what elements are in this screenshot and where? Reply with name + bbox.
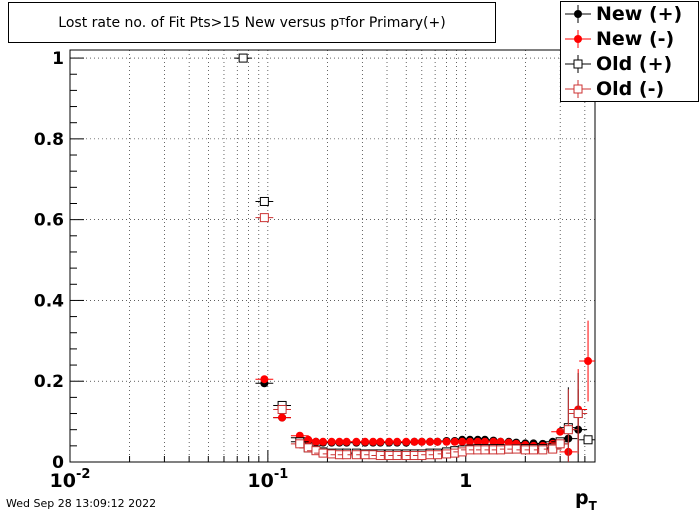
data-point: [295, 439, 305, 449]
data-point: [548, 444, 558, 454]
data-point: [433, 437, 442, 446]
title-subscript: T: [339, 17, 346, 28]
legend-entry-new-minus: New (-): [561, 27, 698, 51]
data-point: [278, 413, 287, 422]
title-prefix: Lost rate no. of Fit Pts>15 New versus p: [58, 14, 340, 31]
data-point: [584, 357, 593, 366]
data-point: [238, 53, 248, 63]
data-point: [277, 404, 287, 414]
legend-entry-new-plus: New (+): [561, 2, 698, 26]
x-axis-label: pT: [575, 487, 598, 513]
legend-marker-new-plus: [565, 5, 591, 23]
data-point: [260, 375, 269, 384]
plot-frame: [69, 49, 596, 463]
legend-label-new-minus: New (-): [596, 28, 675, 50]
timestamp: Wed Sep 28 13:09:12 2022: [6, 497, 157, 510]
data-point: [450, 448, 460, 458]
data-point: [538, 445, 548, 455]
y-tick-label: 0.8: [34, 130, 64, 150]
x-tick-label: 10-2: [50, 467, 91, 492]
legend-marker-old-minus: [565, 80, 591, 98]
data-point: [573, 409, 583, 419]
legend-entry-old-minus: Old (-): [561, 77, 698, 101]
data-point: [393, 437, 402, 446]
data-point: [318, 448, 328, 458]
data-point: [304, 435, 313, 444]
data-point: [259, 196, 269, 206]
data-point: [342, 437, 351, 446]
y-tick-label: 0.6: [34, 211, 64, 231]
data-point: [442, 449, 452, 459]
data-point: [327, 449, 337, 459]
title-suffix: for Primary(+): [345, 14, 446, 31]
data-point: [511, 444, 521, 454]
legend-box: New (+) New (-) Old (+) Old (-): [560, 1, 699, 102]
chart-title: Lost rate no. of Fit Pts>15 New versus p…: [8, 2, 496, 43]
legend-label-old-plus: Old (+): [596, 53, 673, 75]
data-point: [259, 213, 269, 223]
data-point: [433, 450, 443, 460]
y-tick-label: 0.4: [34, 291, 64, 311]
x-tick-label: 1: [459, 470, 472, 492]
y-tick-label: 0.2: [34, 372, 64, 392]
data-point: [555, 439, 565, 449]
data-point: [496, 445, 506, 455]
data-point: [496, 437, 505, 446]
data-point: [457, 447, 467, 457]
legend-label-new-plus: New (+): [596, 3, 683, 25]
legend-label-old-minus: Old (-): [596, 78, 665, 100]
data-point: [563, 425, 573, 435]
legend-entry-old-plus: Old (+): [561, 52, 698, 76]
y-tick-label: 0: [52, 453, 64, 473]
data-point: [417, 451, 427, 461]
legend-marker-old-plus: [565, 55, 591, 73]
data-point: [583, 435, 593, 445]
data-point: [556, 427, 565, 436]
legend-marker-new-minus: [565, 30, 591, 48]
x-tick-label: 10-1: [247, 467, 288, 492]
y-tick-label: 1: [52, 49, 64, 69]
